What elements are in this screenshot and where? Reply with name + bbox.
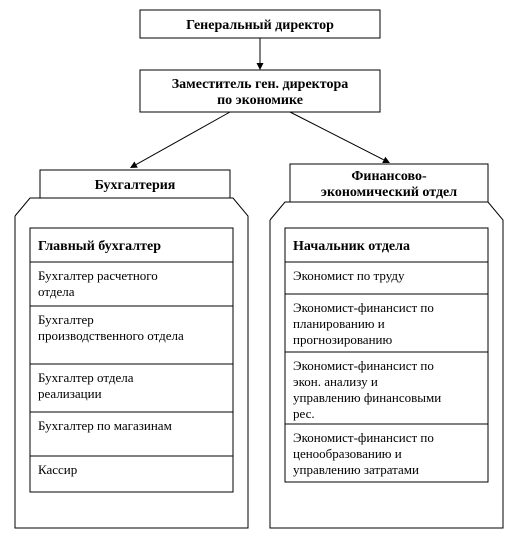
ceo-box-label: Генеральный директор xyxy=(186,18,334,33)
accounting-row-0-label: Главный бухгалтер xyxy=(38,239,161,254)
finance-row-0-label: Начальник отдела xyxy=(293,239,410,254)
edge-1 xyxy=(136,112,230,165)
accounting-row-5-label: Кассир xyxy=(38,462,77,477)
finance-row-1-label: Экономист по труду xyxy=(293,268,405,283)
edge-2 xyxy=(290,112,384,160)
accounting-row-4-label: Бухгалтер по магазинам xyxy=(38,418,172,433)
dept-accounting-box-label: Бухгалтерия xyxy=(95,178,176,193)
org-chart: Генеральный директорЗаместитель ген. дир… xyxy=(0,0,515,536)
